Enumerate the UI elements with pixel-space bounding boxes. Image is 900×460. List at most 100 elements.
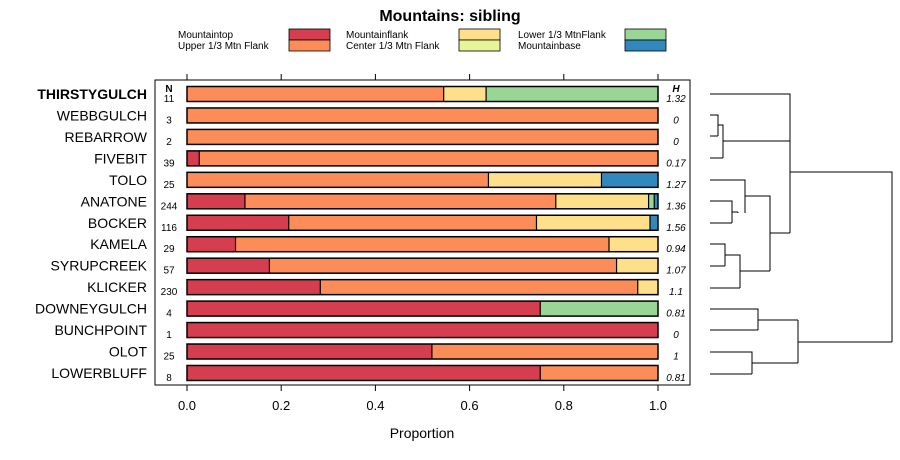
dendrogram-branch <box>718 124 724 158</box>
bar-segment <box>187 215 289 231</box>
bar-segment <box>649 215 658 231</box>
h-value: 1.1 <box>669 287 683 298</box>
bar-segment <box>187 129 658 145</box>
dendrogram-branch <box>710 93 791 130</box>
category-label: WEBBGULCH <box>57 107 147 123</box>
category-label: SYRUPCREEK <box>51 258 148 274</box>
n-column-header: N <box>165 84 172 95</box>
h-value: 0.94 <box>666 244 686 255</box>
bar-outline <box>186 300 659 317</box>
bar-segment <box>654 193 658 209</box>
bar-segment <box>187 107 658 123</box>
n-value: 25 <box>163 352 175 363</box>
h-value: 0.17 <box>666 158 686 169</box>
legend-label: Mountainbase <box>518 41 581 52</box>
bar-segment <box>486 86 658 102</box>
category-label: OLOT <box>109 344 148 360</box>
n-value: 3 <box>166 115 172 126</box>
n-value: 25 <box>163 180 175 191</box>
n-value: 244 <box>161 201 178 212</box>
category-label: FIVEBIT <box>94 150 147 166</box>
n-value: 230 <box>161 287 178 298</box>
bar-outline <box>186 364 659 382</box>
category-label: DOWNEYGULCH <box>35 301 147 317</box>
bars-layer <box>186 85 659 382</box>
bar-outline <box>186 128 659 146</box>
bar-segment <box>288 215 537 231</box>
x-tick-label: 0.0 <box>178 398 196 413</box>
bar-segment <box>187 193 245 209</box>
bar-segment <box>443 86 487 102</box>
bar-segment <box>488 172 602 188</box>
bar-outline <box>186 235 659 253</box>
bar-outline <box>186 321 659 339</box>
bar-segment <box>187 150 200 166</box>
bar-segment <box>540 301 658 317</box>
legend-swatch <box>288 39 331 52</box>
dendrogram-branch <box>710 200 733 223</box>
bar-outline <box>186 150 659 167</box>
bar-outline <box>186 85 659 103</box>
bar-segment <box>269 258 617 274</box>
bar-segment <box>609 236 658 252</box>
h-value: 1.32 <box>666 94 686 105</box>
category-label: ANATONE <box>81 193 147 209</box>
h-value: 1 <box>673 352 679 363</box>
bar-outline <box>186 343 659 360</box>
dendrogram-branch <box>790 171 893 342</box>
x-tick-label: 0.2 <box>272 398 290 413</box>
n-value: 1 <box>166 330 172 341</box>
legend-label: Center 1/3 Mtn Flank <box>346 41 440 52</box>
h-value: 0.81 <box>666 309 685 320</box>
h-value: 1.27 <box>666 180 686 191</box>
bar-outline <box>186 107 659 124</box>
bar-segment <box>555 193 649 209</box>
bar-outline <box>186 214 659 232</box>
bar-segment <box>320 279 638 295</box>
bar-outline <box>186 257 659 274</box>
n-value: 8 <box>166 373 172 384</box>
n-value: 29 <box>163 244 175 255</box>
h-value: 1.36 <box>666 201 686 212</box>
x-tick-label: 0.8 <box>555 398 573 413</box>
legend-swatch <box>458 28 501 41</box>
category-label: TOLO <box>109 172 147 188</box>
plot-frame <box>154 79 691 386</box>
x-axis-label: Proportion <box>390 425 455 441</box>
category-label: BOCKER <box>88 215 147 231</box>
bar-segment <box>540 365 658 381</box>
h-value: 1.56 <box>666 223 686 234</box>
bar-segment <box>536 215 650 231</box>
bar-outline <box>186 193 659 210</box>
category-label: KAMELA <box>90 236 147 252</box>
x-tick-label: 1.0 <box>649 398 667 413</box>
n-value: 4 <box>166 309 172 320</box>
bar-segment <box>431 344 658 360</box>
category-label: REBARROW <box>65 129 148 145</box>
bar-segment <box>648 193 655 209</box>
bar-segment <box>187 344 432 360</box>
chart-title: Mountains: sibling <box>379 8 520 25</box>
bar-segment <box>235 236 610 252</box>
h-value: 1.07 <box>666 266 686 277</box>
legend-label: Lower 1/3 MtnFlank <box>518 30 607 41</box>
bar-segment <box>187 258 270 274</box>
dendrogram-branch <box>710 308 759 330</box>
bar-segment <box>199 150 658 166</box>
h-value: 0 <box>673 330 679 341</box>
dendrogram-branch <box>725 254 741 288</box>
h-column-header: H <box>672 84 680 95</box>
bar-outline <box>186 171 659 189</box>
bar-segment <box>187 279 321 295</box>
legend-swatch <box>624 28 667 41</box>
h-value: 0 <box>673 115 679 126</box>
bar-segment <box>187 172 489 188</box>
legend-swatch <box>458 39 501 52</box>
x-axis: 0.0 0.2 0.4 0.6 0.8 1.0 <box>178 74 667 413</box>
dendrogram <box>710 93 893 375</box>
legend-swatch <box>288 28 331 41</box>
n-value: 39 <box>163 158 175 169</box>
category-label: LOWERBLUFF <box>51 365 147 381</box>
